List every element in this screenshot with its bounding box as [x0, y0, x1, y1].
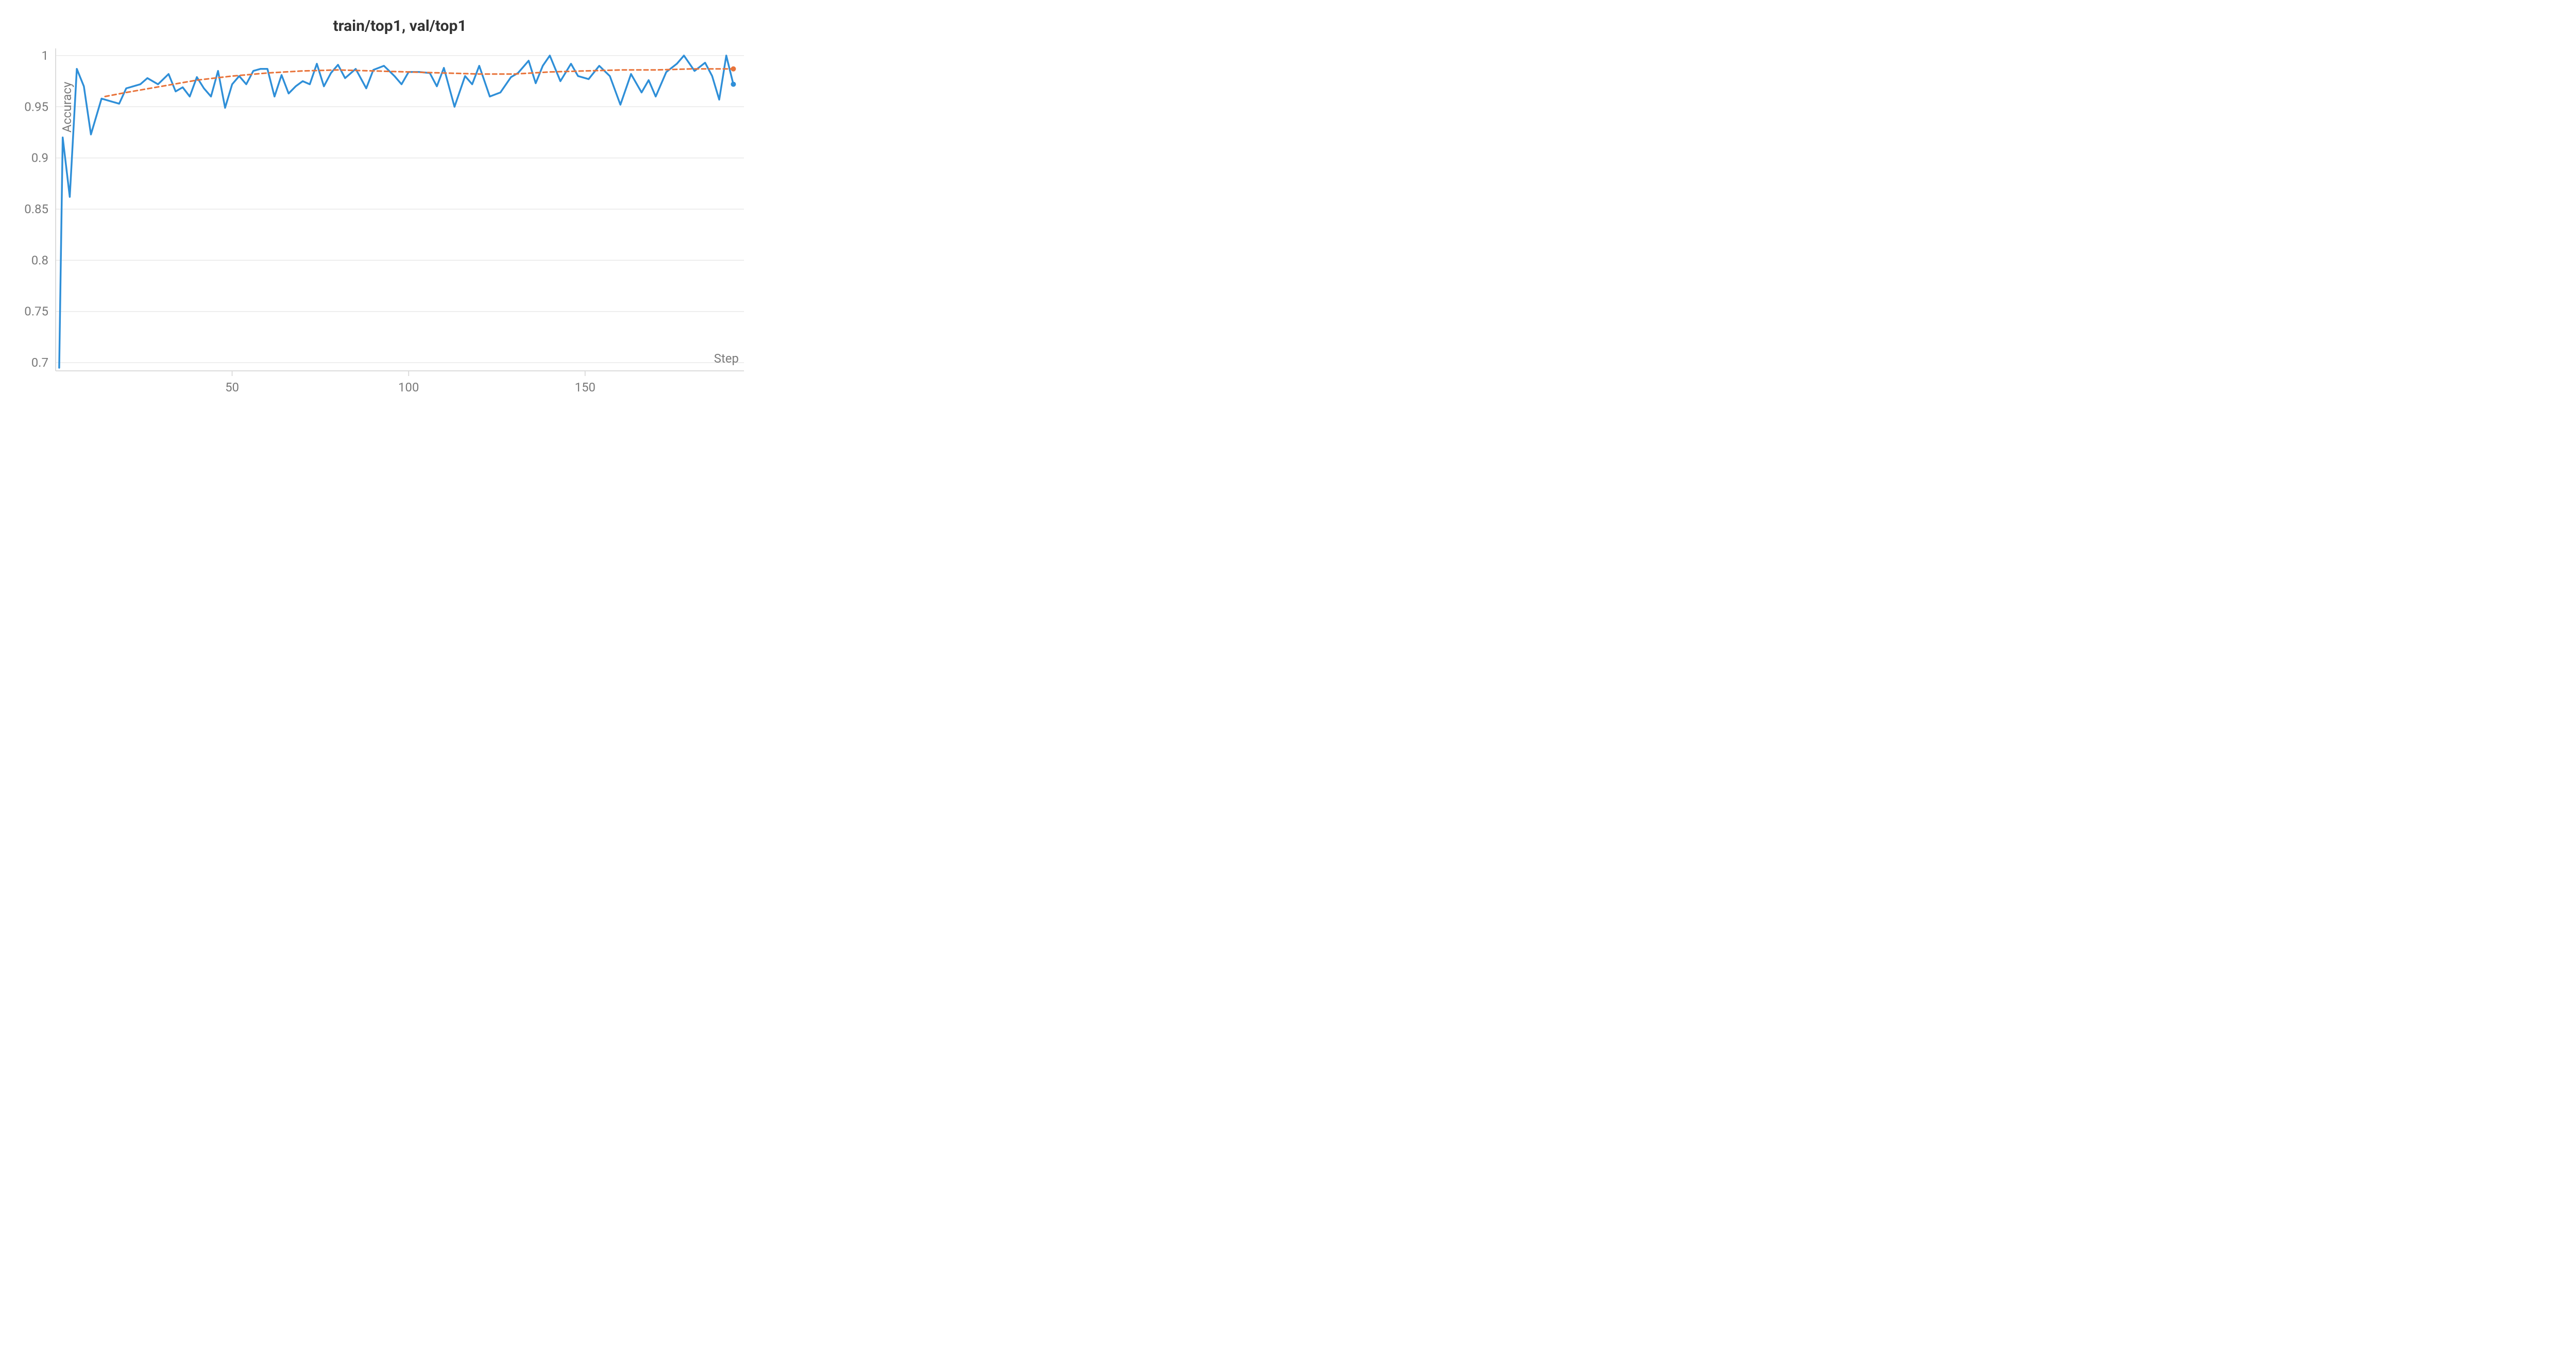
x-tick-label: 100: [398, 380, 419, 395]
y-tick-label: 1: [42, 48, 49, 63]
y-tick-label: 0.85: [24, 202, 48, 216]
chart-title: train/top1, val/top1: [333, 17, 466, 35]
y-tick-label: 0.75: [24, 304, 48, 319]
y-axis-label: Accuracy: [60, 81, 74, 132]
x-tick-label: 50: [225, 380, 239, 395]
y-tick-label: 0.7: [31, 355, 48, 370]
y-tick-label: 0.9: [31, 151, 48, 165]
y-tick-label: 0.8: [31, 253, 48, 267]
end-marker: [731, 82, 736, 87]
x-axis-label: Step: [714, 351, 739, 366]
end-marker: [731, 66, 736, 72]
x-tick-label: 150: [574, 380, 595, 395]
accuracy-chart: train/top1, val/top1 0.7 0.75 0.8 0.85 0.9 0.9…: [0, 0, 781, 410]
y-tick-label: 0.95: [24, 99, 48, 114]
chart-svg: train/top1, val/top1 0.7 0.75 0.8 0.85 0.9 0.9…: [0, 0, 781, 410]
